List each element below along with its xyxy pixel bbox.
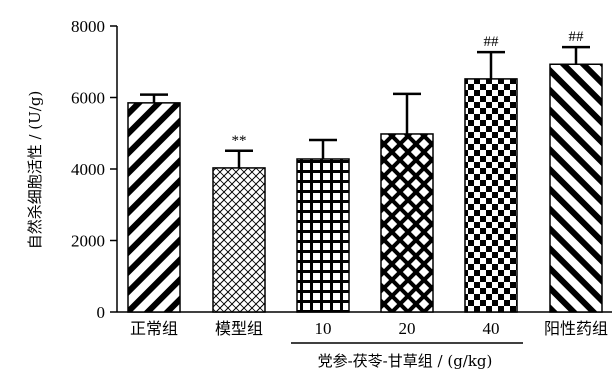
bar xyxy=(296,158,350,313)
y-tick-label: 8000 xyxy=(71,17,105,36)
bar xyxy=(212,167,266,313)
x-axis-label: 党参-茯苓-甘草组 / (g/kg) xyxy=(318,352,493,370)
x-tick-label: 正常组 xyxy=(130,319,178,338)
annotations: ** ## ## xyxy=(232,29,585,149)
significance-annotation: ## xyxy=(569,29,585,45)
bar xyxy=(127,102,181,313)
bar xyxy=(380,133,434,313)
error-bars xyxy=(140,45,590,168)
bar xyxy=(464,78,518,313)
significance-annotation: ** xyxy=(232,133,247,149)
x-tick-label: 20 xyxy=(399,319,416,338)
y-tick-label: 2000 xyxy=(71,232,105,251)
y-axis-label: 自然杀细胞活性 / (U/g) xyxy=(26,91,44,250)
y-tick-label: 4000 xyxy=(71,160,105,179)
significance-annotation: ## xyxy=(484,34,500,50)
x-tick-label: 阳性药组 xyxy=(544,319,608,338)
x-tick-label: 40 xyxy=(483,319,500,338)
x-tick-label: 10 xyxy=(315,319,332,338)
bars xyxy=(127,63,603,313)
axes: 0 2000 4000 6000 8000 xyxy=(71,17,612,322)
x-tick-labels: 正常组 模型组 10 20 40 阳性药组 xyxy=(130,319,608,338)
y-tick-label: 6000 xyxy=(71,89,105,108)
y-tick-label: 0 xyxy=(97,303,106,322)
y-ticks: 0 2000 4000 6000 8000 xyxy=(71,17,117,322)
x-tick-label: 模型组 xyxy=(215,319,263,338)
bar xyxy=(549,63,603,313)
